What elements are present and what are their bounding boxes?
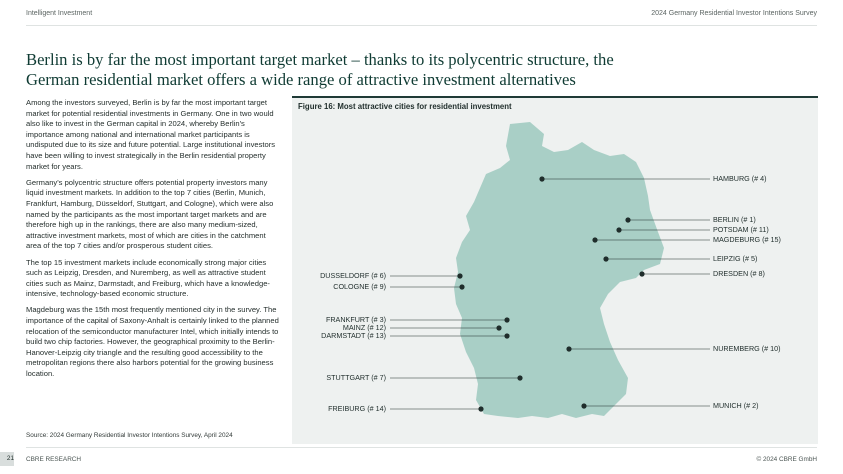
footer-right: © 2024 CBRE GmbH [756, 456, 817, 463]
figure-top-rule [292, 96, 818, 98]
city-label-cologne: COLOGNE (# 9) [333, 282, 386, 291]
city-marker-stuttgart [517, 375, 523, 381]
paragraph-4: Magdeburg was the 15th most frequently m… [26, 305, 279, 379]
city-marker-potsdam [616, 227, 622, 233]
footer-divider [26, 447, 817, 448]
paragraph-3: The top 15 investment markets include ec… [26, 257, 270, 299]
city-label-nuremberg: NUREMBERG (# 10) [713, 344, 781, 353]
city-label-leipzig: LEIPZIG (# 5) [713, 254, 757, 263]
city-marker-leipzig [603, 256, 609, 262]
city-marker-freiburg [478, 406, 484, 412]
city-label-hamburg: HAMBURG (# 4) [713, 174, 767, 183]
city-label-frankfurt: FRANKFURT (# 3) [326, 315, 386, 324]
body-text: Among the investors surveyed, Berlin is … [26, 98, 280, 385]
figure-title: Figure 16: Most attractive cities for re… [298, 102, 512, 111]
city-marker-hamburg [539, 176, 545, 182]
city-label-darmstadt: DARMSTADT (# 13) [321, 331, 386, 340]
header-divider [26, 25, 817, 26]
paragraph-2: Germany's polycentric structure offers p… [26, 177, 274, 251]
city-label-mainz: MAINZ (# 12) [343, 323, 386, 332]
city-marker-dresden [639, 271, 645, 277]
header-right: 2024 Germany Residential Investor Intent… [651, 10, 817, 17]
city-label-freiburg: FREIBURG (# 14) [328, 404, 386, 413]
city-label-stuttgart: STUTTGART (# 7) [326, 373, 386, 382]
page-number: 21 [0, 452, 14, 466]
city-label-dresden: DRESDEN (# 8) [713, 269, 765, 278]
city-marker-frankfurt [504, 317, 510, 323]
city-marker-munich [581, 403, 587, 409]
city-marker-nuremberg [566, 346, 572, 352]
city-label-potsdam: POTSDAM (# 11) [713, 225, 769, 234]
city-marker-darmstadt [504, 333, 510, 339]
page-headline: Berlin is by far the most important targ… [26, 50, 614, 89]
city-marker-berlin [625, 217, 631, 223]
city-marker-dusseldorf [457, 273, 463, 279]
city-label-magdeburg: MAGDEBURG (# 15) [713, 235, 781, 244]
page-header: Intelligent Investment 2024 Germany Resi… [26, 10, 817, 22]
city-label-dusseldorf: DUSSELDORF (# 6) [320, 271, 386, 280]
city-marker-cologne [459, 284, 465, 290]
city-label-berlin: BERLIN (# 1) [713, 215, 756, 224]
germany-map: HAMBURG (# 4)BERLIN (# 1)POTSDAM (# 11)M… [320, 122, 781, 418]
city-label-munich: MUNICH (# 2) [713, 401, 759, 410]
city-marker-mainz [496, 325, 502, 331]
source-note: Source: 2024 Germany Residential Investo… [26, 432, 233, 439]
germany-shape [454, 122, 664, 418]
city-marker-magdeburg [592, 237, 598, 243]
footer-left: CBRE RESEARCH [26, 456, 82, 463]
header-left: Intelligent Investment [26, 10, 93, 17]
paragraph-1: Among the investors surveyed, Berlin is … [26, 98, 276, 171]
